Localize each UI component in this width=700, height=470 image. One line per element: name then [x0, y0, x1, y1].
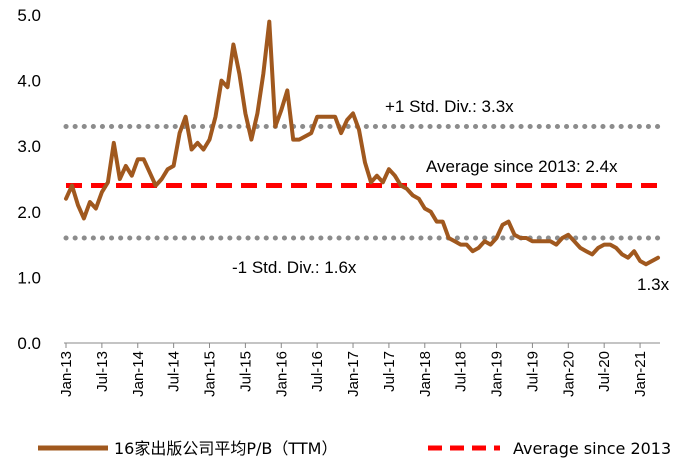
x-tick-label: Jul-20 [596, 351, 613, 392]
x-tick-label: Jul-15 [237, 351, 254, 392]
reference-lines [63, 124, 661, 241]
x-tick-label: Jan-14 [130, 351, 147, 397]
x-tick-label: Jul-18 [453, 351, 470, 392]
legend-label-pb: 16家出版公司平均P/B（TTM） [114, 439, 337, 458]
x-tick-label: Jan-13 [58, 351, 75, 397]
x-tick-label: Jul-19 [524, 351, 541, 392]
x-tick-label: Jul-13 [94, 351, 111, 392]
annotation-plus-std: +1 Std. Div.: 3.3x [385, 97, 514, 116]
annotation-average: Average since 2013: 2.4x [426, 157, 618, 176]
x-tick-label: Jul-17 [381, 351, 398, 392]
annotation-minus-std: -1 Std. Div.: 1.6x [232, 258, 357, 277]
pb-series-line [64, 19, 660, 267]
x-tick-label: Jul-14 [166, 351, 183, 392]
series-lines [64, 19, 660, 267]
y-tick-label: 1.0 [17, 268, 41, 287]
x-axis: Jan-13 Jul-13 Jan-14 Jul-14 Jan-15 Jul-15 Jan-… [58, 342, 660, 397]
annotations: +1 Std. Div.: 3.3x Average since 2013: 2… [232, 97, 670, 294]
x-tick-label: Jan-17 [345, 351, 362, 397]
x-tick-label: Jan-16 [273, 351, 290, 397]
x-tick-label: Jan-15 [202, 351, 219, 397]
y-tick-label: 0.0 [17, 334, 41, 353]
x-tick-label: Jul-16 [309, 351, 326, 392]
x-tick-label: Jan-21 [632, 351, 649, 397]
y-tick-label: 5.0 [17, 6, 41, 25]
y-tick-label: 4.0 [17, 72, 41, 91]
annotation-last-value: 1.3x [637, 275, 670, 294]
legend: 16家出版公司平均P/B（TTM） Average since 2013 [38, 439, 671, 458]
y-tick-label: 2.0 [17, 203, 41, 222]
legend-label-average: Average since 2013 [513, 439, 671, 458]
x-tick-label: Jan-19 [489, 351, 506, 397]
x-tick-label: Jan-18 [417, 351, 434, 397]
x-tick-label: Jan-20 [560, 351, 577, 397]
y-tick-label: 3.0 [17, 137, 41, 156]
y-axis: 0.0 1.0 2.0 3.0 4.0 5.0 [17, 6, 41, 353]
